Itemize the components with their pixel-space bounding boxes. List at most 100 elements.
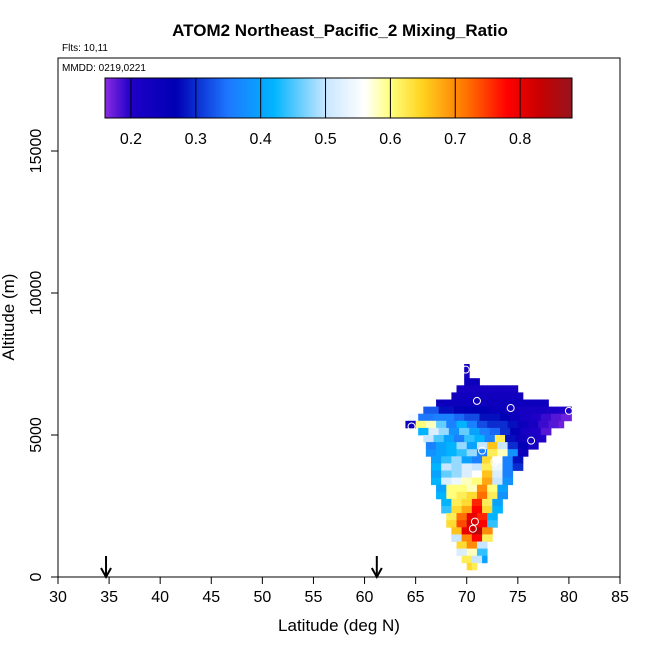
- heatmap-cell: [497, 399, 503, 407]
- heatmap-cell: [453, 427, 460, 436]
- heatmap-cell: [451, 456, 457, 464]
- heatmap-cell: [489, 413, 496, 422]
- heatmap-cell: [497, 456, 503, 464]
- heatmap-cell: [484, 413, 491, 422]
- heatmap-cell: [448, 406, 455, 415]
- heatmap-cell: [441, 442, 447, 450]
- heatmap-cell: [466, 456, 473, 464]
- y-axis: 0 5000 10000 15000: [28, 129, 58, 581]
- heatmap-cell: [482, 520, 488, 528]
- heatmap-cell: [459, 435, 465, 443]
- heatmap-cell: [533, 420, 539, 429]
- x-tick-label: 60: [356, 589, 374, 606]
- heatmap-cell: [492, 442, 498, 450]
- y-tick-label: 0: [28, 572, 45, 581]
- heatmap-cell: [492, 520, 498, 528]
- heatmap-cell: [482, 484, 488, 493]
- heatmap-cell: [530, 406, 537, 415]
- heatmap-cell: [423, 435, 429, 443]
- heatmap-cell: [482, 534, 488, 542]
- y-tick-label: 15000: [28, 129, 45, 174]
- heatmap-cell: [525, 427, 531, 436]
- heatmap-cell: [471, 555, 478, 564]
- heatmap-cell: [522, 442, 529, 450]
- heatmap-cell: [492, 420, 498, 429]
- heatmap-cell: [436, 463, 442, 471]
- heatmap-cell: [476, 534, 483, 542]
- heatmap-cell: [476, 385, 483, 393]
- heatmap-cell: [451, 506, 457, 514]
- x-axis-label: Latitude (deg N): [278, 616, 400, 635]
- heatmap-cell: [540, 406, 547, 415]
- heatmap-cell: [520, 435, 526, 443]
- heatmap-cell: [471, 513, 478, 521]
- heatmap-cell: [482, 498, 488, 507]
- heatmap-cell: [476, 520, 483, 528]
- heatmap-cell: [448, 427, 455, 436]
- heatmap-cell: [482, 513, 488, 521]
- colorbar-tick-label: 0.4: [250, 131, 272, 148]
- heatmap-cell: [487, 484, 493, 493]
- heatmap-cell: [464, 378, 470, 386]
- heatmap-cell: [522, 399, 529, 407]
- heatmap-cell: [443, 413, 450, 422]
- heatmap-cell: [436, 470, 442, 478]
- heatmap-cell: [456, 498, 463, 507]
- heatmap-cell: [446, 463, 452, 471]
- heatmap-cell: [456, 506, 463, 514]
- y-tick-label: 5000: [28, 417, 45, 453]
- heatmap-cell: [512, 385, 519, 393]
- heatmap-cell: [428, 406, 434, 415]
- heatmap-cell: [456, 463, 463, 471]
- heatmap-cell: [436, 477, 442, 486]
- heatmap-cell: [441, 449, 447, 457]
- heatmap-cell: [441, 463, 447, 471]
- heatmap-cell: [456, 442, 463, 450]
- heatmap-cell: [471, 520, 478, 528]
- heatmap-cell: [510, 427, 516, 436]
- heatmap-cell: [461, 520, 468, 528]
- heatmap-cell: [441, 477, 447, 486]
- colorbar-tick-label: 0.3: [185, 131, 207, 148]
- heatmap-cell: [522, 449, 529, 457]
- heatmap-cell: [441, 399, 447, 407]
- heatmap-cell: [489, 435, 496, 443]
- heatmap-cell: [476, 392, 483, 400]
- heatmap-cell: [451, 484, 457, 493]
- heatmap-cell: [461, 449, 468, 457]
- heatmap-cell: [535, 427, 542, 436]
- heatmap-cell: [451, 442, 457, 450]
- heatmap-cell: [492, 470, 498, 478]
- heatmap-cell: [492, 484, 498, 493]
- heatmap-cell: [487, 463, 493, 471]
- heatmap-cell: [505, 427, 511, 436]
- heatmap-cell: [505, 413, 511, 422]
- heatmap-cell: [451, 470, 457, 478]
- date-label: MMDD: 0219,0221: [62, 63, 146, 74]
- plot-frame: [57, 57, 621, 578]
- x-tick-label: 35: [100, 589, 118, 606]
- colorbar-tick-label: 0.7: [444, 131, 466, 148]
- heatmap-cell: [492, 399, 498, 407]
- sample-point: [490, 457, 499, 466]
- heatmap-cell: [487, 449, 493, 457]
- x-tick-label: 80: [560, 589, 578, 606]
- heatmap-cell: [441, 484, 447, 493]
- heatmap-cell: [530, 427, 537, 436]
- heatmap-cell: [545, 406, 552, 415]
- heatmap-cell: [456, 399, 463, 407]
- heatmap-cell: [487, 491, 493, 500]
- heatmap-cell: [476, 456, 483, 464]
- heatmap-cell: [484, 427, 491, 436]
- heatmap-cell: [474, 378, 480, 386]
- heatmap-cell: [453, 413, 460, 422]
- sample-point: [407, 422, 416, 431]
- heatmap-cell: [451, 534, 457, 542]
- y-tick-label: 10000: [28, 271, 45, 316]
- heatmap-cell: [512, 442, 519, 450]
- heatmap-cell: [492, 449, 498, 457]
- heatmap-cell: [492, 456, 498, 464]
- heatmap-cell: [474, 413, 480, 422]
- heatmap-cell: [441, 456, 447, 464]
